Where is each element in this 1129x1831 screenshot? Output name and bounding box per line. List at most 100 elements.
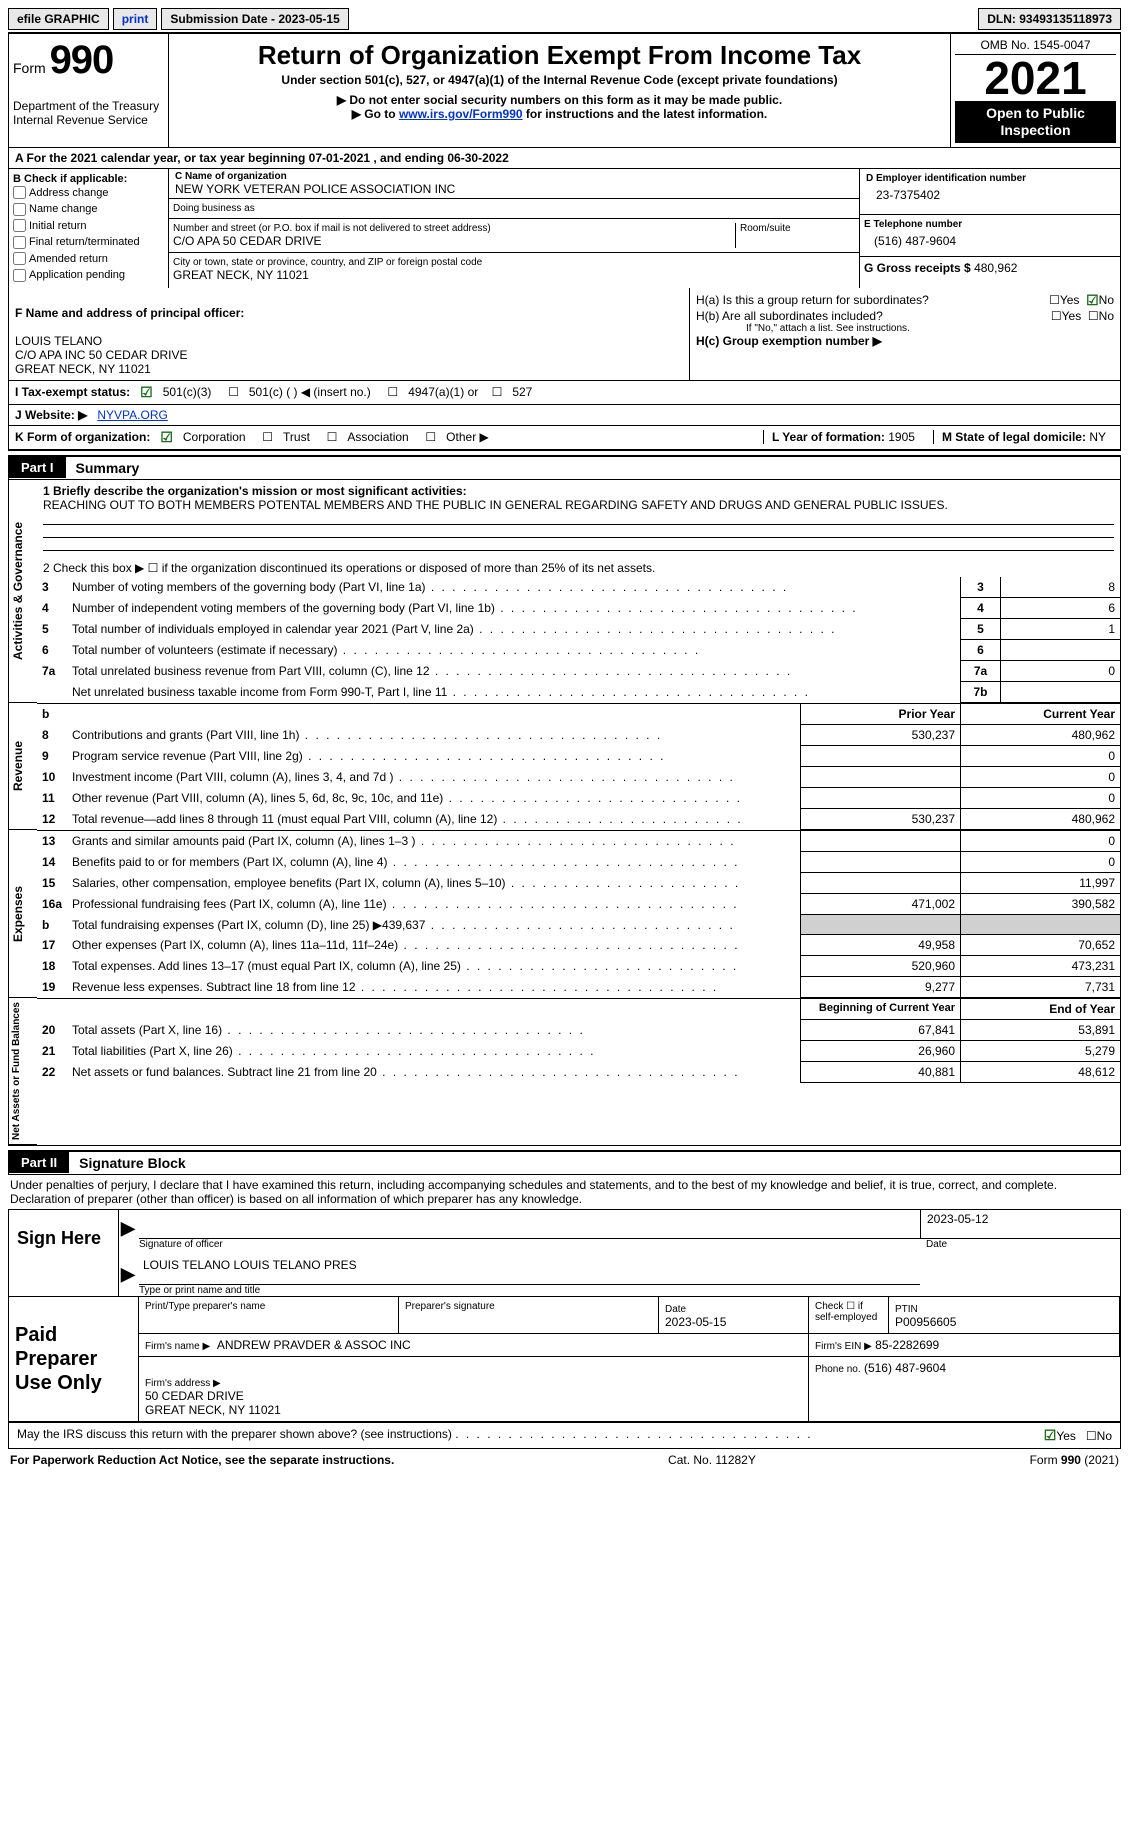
- Ha-yes[interactable]: ☐Yes: [1049, 293, 1079, 307]
- Hb-yes[interactable]: ☐Yes: [1051, 309, 1081, 323]
- table-row: 15Salaries, other compensation, employee…: [37, 873, 1120, 894]
- M-value: NY: [1089, 430, 1106, 444]
- line-2: 2 Check this box ▶ ☐ if the organization…: [37, 555, 1120, 577]
- line-KLM: K Form of organization: ☑Corporation ☐ T…: [8, 426, 1121, 451]
- B-application-pending[interactable]: Application pending: [13, 267, 164, 284]
- cb-amended-return[interactable]: [13, 252, 26, 265]
- header-mid: Return of Organization Exempt From Incom…: [169, 34, 950, 147]
- cb-application-pending[interactable]: [13, 269, 26, 282]
- Hb-note: If "No," attach a list. See instructions…: [696, 323, 1114, 334]
- pp-firm-addr-label: Firm's address ▶: [145, 1378, 221, 1389]
- side-netassets: Net Assets or Fund Balances: [9, 998, 37, 1145]
- dln-label: DLN:: [987, 12, 1016, 26]
- irs-link[interactable]: www.irs.gov/Form990: [399, 107, 523, 121]
- mission-block: 1 Briefly describe the organization's mi…: [37, 480, 1120, 555]
- sig-arrow-1: ▶: [119, 1219, 139, 1239]
- pp-date-label: Date: [665, 1304, 686, 1315]
- note2-prefix: ▶ Go to: [352, 107, 399, 121]
- table-row: 10Investment income (Part VIII, column (…: [37, 767, 1120, 788]
- box-C: C Name of organization NEW YORK VETERAN …: [169, 169, 860, 288]
- table-row: 21Total liabilities (Part X, line 26)26,…: [37, 1041, 1120, 1062]
- J-link[interactable]: NYVPA.ORG: [97, 408, 167, 422]
- Hb-no[interactable]: ☐No: [1088, 309, 1114, 323]
- side-expenses: Expenses: [9, 830, 37, 998]
- F-value: LOUIS TELANO C/O APA INC 50 CEDAR DRIVE …: [15, 334, 188, 376]
- table-row: bTotal fundraising expenses (Part IX, co…: [37, 915, 1120, 935]
- boy-hdr: Beginning of Current Year: [800, 999, 960, 1020]
- table-row: 11Other revenue (Part VIII, column (A), …: [37, 788, 1120, 809]
- pp-left-label: Paid Preparer Use Only: [9, 1297, 139, 1422]
- cb-name-change[interactable]: [13, 203, 26, 216]
- print-button[interactable]: print: [113, 8, 158, 30]
- pp-firm-ein: Firm's EIN ▶ 85-2282699: [809, 1334, 1120, 1357]
- table-row: 13Grants and similar amounts paid (Part …: [37, 831, 1120, 852]
- pp-sig-label: Preparer's signature: [405, 1301, 652, 1312]
- dln-box: DLN: 93493135118973: [978, 8, 1121, 30]
- box-L: L Year of formation: 1905: [763, 430, 923, 444]
- pp-ptin-label: PTIN: [895, 1304, 918, 1315]
- table-row: Net unrelated business taxable income fr…: [37, 682, 1120, 703]
- L-value: 1905: [888, 430, 915, 444]
- pp-ptin: PTIN P00956605: [889, 1297, 1120, 1334]
- table-row: 8Contributions and grants (Part VIII, li…: [37, 725, 1120, 746]
- B-final-return[interactable]: Final return/terminated: [13, 234, 164, 251]
- efile-button[interactable]: efile GRAPHIC: [8, 8, 109, 30]
- prior-year-hdr: Prior Year: [800, 704, 960, 725]
- cb-final-return[interactable]: [13, 236, 26, 249]
- B-amended-return[interactable]: Amended return: [13, 251, 164, 268]
- G-value: 480,962: [974, 261, 1017, 275]
- pp-firm-addr: Firm's address ▶ 50 CEDAR DRIVE GREAT NE…: [139, 1357, 809, 1422]
- discuss-yes-check: ☑: [1044, 1427, 1057, 1443]
- pp-ptin-value: P00956605: [895, 1315, 956, 1329]
- B-name-change[interactable]: Name change: [13, 201, 164, 218]
- box-M: M State of legal domicile: NY: [933, 430, 1114, 444]
- cb-initial-return[interactable]: [13, 219, 26, 232]
- table-row: 22Net assets or fund balances. Subtract …: [37, 1062, 1120, 1083]
- footer-cat: Cat. No. 11282Y: [668, 1453, 756, 1467]
- pp-firm-ein-label: Firm's EIN ▶: [815, 1341, 872, 1352]
- dept-treasury: Department of the Treasury Internal Reve…: [13, 99, 164, 127]
- K-other: Other ▶: [446, 430, 489, 444]
- gov-lines: 1 Briefly describe the organization's mi…: [37, 480, 1120, 703]
- discuss-answers: ☑Yes ☐No: [1044, 1427, 1112, 1444]
- header-left: Form 990 Department of the Treasury Inte…: [9, 34, 169, 147]
- footer-pra: For Paperwork Reduction Act Notice, see …: [10, 1453, 394, 1467]
- Ha-no-check: ☑: [1086, 292, 1099, 309]
- sign-here-block: Sign Here ▶ 2023-05-12 Signature of offi…: [8, 1210, 1121, 1297]
- top-bar: efile GRAPHIC print Submission Date - 20…: [8, 8, 1121, 30]
- pp-check[interactable]: Check ☐ if self-employed: [809, 1297, 889, 1334]
- B-initial-return[interactable]: Initial return: [13, 218, 164, 235]
- I-opt-4947: 4947(a)(1) or: [408, 385, 478, 399]
- B-address-change[interactable]: Address change: [13, 185, 164, 202]
- F-label: F Name and address of principal officer:: [15, 306, 244, 320]
- page-footer: For Paperwork Reduction Act Notice, see …: [8, 1449, 1121, 1471]
- C-name-label: C Name of organization: [175, 171, 853, 182]
- pp-sig: Preparer's signature: [399, 1297, 659, 1334]
- C-city: GREAT NECK, NY 11021: [173, 268, 855, 282]
- table-row: 6Total number of volunteers (estimate if…: [37, 640, 1120, 661]
- C-name: NEW YORK VETERAN POLICE ASSOCIATION INC: [175, 182, 853, 196]
- exp-lines: 13Grants and similar amounts paid (Part …: [37, 830, 1120, 998]
- table-row: 5Total number of individuals employed in…: [37, 619, 1120, 640]
- form-title: Return of Organization Exempt From Incom…: [173, 40, 946, 71]
- pp-name: Print/Type preparer's name: [139, 1297, 399, 1334]
- sig-officer-field[interactable]: [139, 1210, 920, 1239]
- sign-here-label: Sign Here: [9, 1210, 119, 1296]
- part2-label: Part II: [9, 1152, 69, 1173]
- sig-arrow-2: ▶: [119, 1265, 139, 1285]
- table-row: 17Other expenses (Part IX, column (A), l…: [37, 935, 1120, 956]
- side-revenue: Revenue: [9, 703, 37, 830]
- part1-summary: Activities & Governance 1 Briefly descri…: [8, 480, 1121, 1146]
- part1-label: Part I: [9, 457, 66, 478]
- table-row: 19Revenue less expenses. Subtract line 1…: [37, 977, 1120, 998]
- table-row: 16aProfessional fundraising fees (Part I…: [37, 894, 1120, 915]
- discuss-row: May the IRS discuss this return with the…: [8, 1423, 1121, 1449]
- cb-address-change[interactable]: [13, 186, 26, 199]
- K-label: K Form of organization:: [15, 430, 150, 444]
- discuss-text: May the IRS discuss this return with the…: [17, 1427, 813, 1444]
- current-year-hdr: Current Year: [960, 704, 1120, 725]
- D-label: D Employer identification number: [866, 173, 1114, 184]
- table-row: 9Program service revenue (Part VIII, lin…: [37, 746, 1120, 767]
- pp-date: Date 2023-05-15: [659, 1297, 809, 1334]
- C-street-label: Number and street (or P.O. box if mail i…: [173, 223, 735, 234]
